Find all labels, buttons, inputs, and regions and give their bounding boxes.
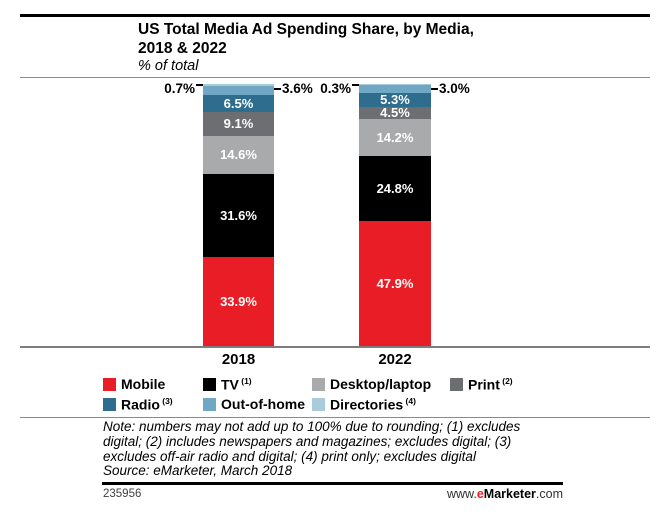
legend-label: Radio (3) [121, 395, 173, 413]
chart-title: US Total Media Ad Spending Share, by Med… [138, 20, 474, 58]
bar-segment-print: 4.5% [359, 105, 431, 120]
bar-segment-desktop-laptop: 14.6% [203, 136, 274, 174]
callout-tick [352, 84, 359, 86]
bar-value-label: 14.2% [376, 130, 414, 145]
bar-segment-mobile: 33.9% [203, 257, 274, 346]
legend-item-directories: Directories (4) [312, 395, 416, 413]
note-line: Note: numbers may not add up to 100% due… [103, 419, 521, 434]
bar-value-label: 31.6% [220, 208, 257, 223]
bar-value-label: 4.5% [380, 105, 410, 120]
url-marketer: Marketer [483, 487, 536, 501]
callout-dash [274, 88, 281, 90]
bar-segment-out-of-home [359, 85, 431, 93]
chart-subtitle: % of total [138, 58, 199, 74]
bar-value-label: 47.9% [376, 276, 414, 291]
x-axis-line [20, 346, 650, 348]
legend-item-tv: TV (1) [203, 375, 252, 393]
legend-swatch-print [450, 377, 463, 391]
header-divider [20, 77, 650, 78]
legend-footnote-marker: (2) [499, 375, 513, 386]
bar-value-label: 24.8% [376, 181, 414, 196]
note-line: digital; (2) includes newspapers and mag… [103, 433, 512, 449]
x-axis-label-2018: 2018 [221, 351, 256, 368]
legend-swatch-directories [312, 397, 325, 411]
legend-item-desktop-laptop: Desktop/laptop [312, 376, 432, 392]
legend-footnote-marker: (3) [159, 395, 173, 406]
note-text: Note: numbers may not add up to 100% due… [103, 419, 571, 479]
chart-id: 235956 [103, 488, 142, 500]
legend-item-out-of-home: Out-of-home [203, 396, 305, 412]
legend-item-radio: Radio (3) [103, 395, 173, 413]
stacked-bar-2022: 5.3% 4.5% 14.2% 24.8% 47.9% [359, 84, 431, 346]
legend-label: TV (1) [221, 375, 252, 393]
bar-segment-tv: 31.6% [203, 174, 274, 257]
bar-value-label: 5.3% [380, 92, 410, 107]
legend-footnote-marker: (1) [238, 375, 252, 386]
note-line: excludes off-air radio and digital; (4) … [103, 448, 476, 464]
legend-footnote-marker: (4) [403, 395, 416, 406]
bar-segment-radio: 5.3% [359, 93, 431, 107]
legend-swatch-tv [203, 377, 216, 391]
legend-label: Out-of-home [221, 396, 305, 412]
callout-label-directories: 0.3% [320, 81, 351, 96]
bar-segment-directories [203, 84, 274, 86]
legend-label: Directories (4) [330, 395, 416, 413]
bar-segment-desktop-laptop: 14.2% [359, 119, 431, 156]
source-line: Source: eMarketer, March 2018 [103, 463, 293, 479]
footer-rule [102, 482, 563, 485]
callout-label-out-of-home: 3.6% [282, 81, 313, 96]
url-com: .com [535, 487, 563, 501]
emarketer-url: www.eMarketer.com [447, 487, 563, 501]
callout-dash [431, 88, 438, 90]
stacked-bar-2018: 6.5% 9.1% 14.6% 31.6% 33.9% [203, 84, 274, 346]
bar-segment-tv: 24.8% [359, 156, 431, 221]
bar-value-label: 33.9% [220, 294, 257, 309]
bar-value-label: 14.6% [220, 147, 257, 162]
bar-segment-mobile: 47.9% [359, 221, 431, 346]
bar-segment-directories [359, 84, 431, 85]
legend-label: Desktop/laptop [330, 376, 432, 392]
bar-value-label: 9.1% [223, 116, 254, 131]
legend-swatch-radio [103, 397, 116, 411]
x-axis-label-2022: 2022 [378, 351, 412, 368]
bar-segment-out-of-home [203, 86, 274, 95]
legend-swatch-desktop-laptop [312, 377, 325, 391]
legend-item-print: Print (2) [450, 375, 513, 393]
callout-label-out-of-home: 3.0% [439, 81, 470, 96]
legend-label: Print (2) [468, 375, 513, 393]
legend-divider [20, 417, 650, 418]
chart-title-line2: 2018 & 2022 [138, 40, 227, 57]
legend-swatch-out-of-home [203, 397, 216, 411]
legend-item-mobile: Mobile [103, 376, 166, 392]
bar-segment-radio: 6.5% [203, 95, 274, 112]
callout-tick [196, 84, 203, 86]
chart-title-line1: US Total Media Ad Spending Share, by Med… [138, 21, 474, 38]
callout-label-directories: 0.7% [164, 81, 195, 96]
legend-label: Mobile [121, 376, 166, 392]
top-rule [20, 14, 650, 17]
bar-value-label: 6.5% [223, 96, 254, 111]
legend-swatch-mobile [103, 377, 116, 391]
url-www: www. [446, 487, 477, 501]
url-e: e [476, 487, 484, 501]
bar-segment-print: 9.1% [203, 112, 274, 136]
